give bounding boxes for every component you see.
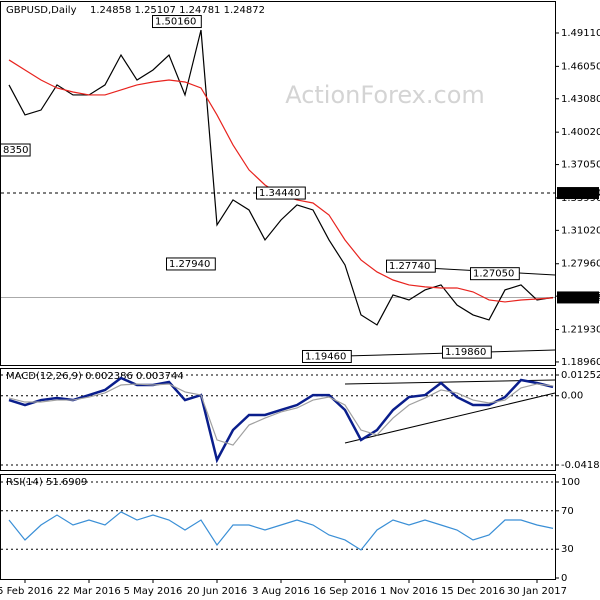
y-tick-label: 0.00 <box>561 391 583 402</box>
annotation: 1.19860 <box>445 347 486 358</box>
y-tick-label: 1.37050 <box>561 160 600 171</box>
y-tick-label: 0 <box>561 573 567 584</box>
price-tag: 1.34440 <box>560 188 600 199</box>
chart-title: GBPUSD,Daily <box>6 5 77 16</box>
annotation: 1.27940 <box>169 259 210 270</box>
annotation-box <box>0 143 31 157</box>
x-tick-label: 1 Nov 2016 <box>380 586 438 597</box>
y-tick-label: 1.46050 <box>561 61 600 72</box>
series-line <box>8 376 554 464</box>
y-tick-label: 70 <box>561 506 574 517</box>
annotation-box <box>302 349 352 363</box>
watermark: ActionForex.com <box>285 81 485 109</box>
price-tag-box <box>557 291 599 304</box>
annotation: 1.19460 <box>305 351 346 362</box>
y-tick-label: 1.43080 <box>561 94 600 105</box>
y-tick-label: -0.041823 <box>561 460 600 471</box>
annotation: 1.27740 <box>389 261 430 272</box>
ohlc: 1.24858 1.25107 1.24781 1.24872 <box>90 5 265 16</box>
annotation-box <box>152 15 202 29</box>
y-tick-label: 1.49110 <box>561 28 600 39</box>
price-panel <box>0 1 556 366</box>
x-tick-label: 22 Mar 2016 <box>57 586 120 597</box>
annotation-box <box>386 259 436 273</box>
y-tick-label: 1.27960 <box>561 259 600 270</box>
annotation: 1.27050 <box>473 269 514 280</box>
y-tick-label: 30 <box>561 544 574 555</box>
y-tick-label: 100 <box>561 477 580 488</box>
annotation-box <box>256 186 306 200</box>
annotation: 1.34440 <box>259 188 300 199</box>
x-tick-label: 3 Aug 2016 <box>252 586 310 597</box>
macd-title: MACD(12,26,9) 0.002386 0.003744 <box>6 371 184 382</box>
x-tick-label: 20 Jun 2016 <box>187 586 247 597</box>
annotation: 1.50160 <box>155 17 196 28</box>
y-tick-label: 1.21930 <box>561 325 600 336</box>
rsi-panel <box>0 474 556 580</box>
price-tag: 1.24872 <box>560 292 600 303</box>
y-tick-label: 1.18960 <box>561 357 600 368</box>
series-line <box>8 511 554 551</box>
x-tick-label: 15 Dec 2016 <box>441 586 505 597</box>
trend-line <box>344 392 556 444</box>
annotation-box <box>442 345 492 359</box>
x-tick-label: 5 Feb 2016 <box>0 586 53 597</box>
x-tick-label: 30 Jan 2017 <box>507 586 567 597</box>
y-tick-label: 1.40020 <box>561 127 600 138</box>
y-tick-label: 0.012522 <box>561 370 600 381</box>
macd-panel <box>0 368 556 471</box>
x-tick-label: 16 Sep 2016 <box>313 586 376 597</box>
series-line <box>8 383 554 446</box>
annotation-box <box>166 257 216 271</box>
series-line <box>8 29 554 326</box>
annotation: 8350 <box>3 145 28 156</box>
price-tag-box <box>557 187 599 200</box>
x-tick-label: 5 May 2016 <box>124 586 183 597</box>
y-tick-label: 1.31020 <box>561 225 600 236</box>
annotation-box <box>470 267 520 281</box>
